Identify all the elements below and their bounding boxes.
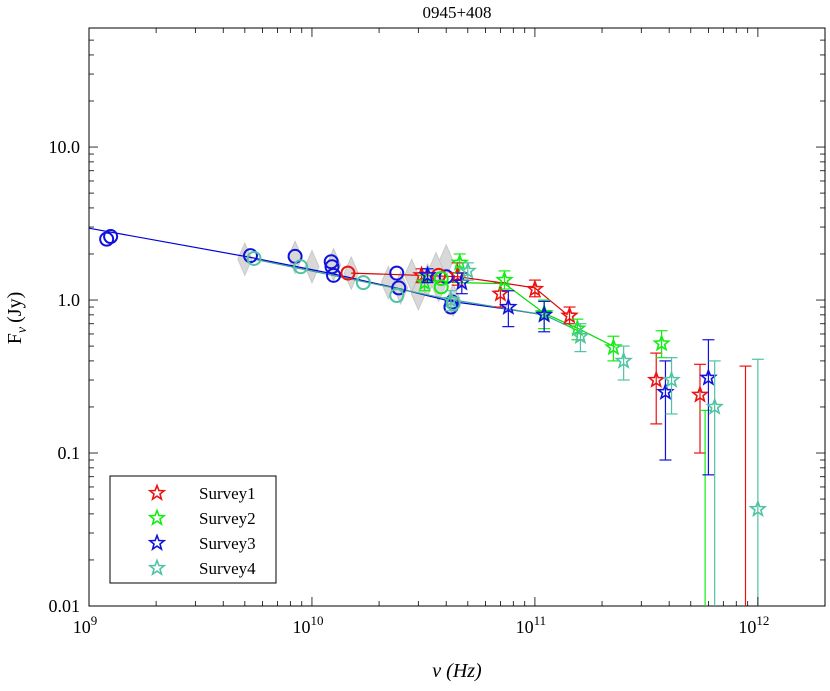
star-point-survey4: [748, 499, 768, 518]
star-point-survey4: [614, 351, 634, 369]
star-point-survey4: [705, 397, 724, 415]
circle-point-survey1: [340, 265, 356, 281]
archival-point: [304, 249, 320, 285]
archival-point: [438, 243, 454, 279]
fit-line: [424, 279, 616, 348]
x-tick-labels: 109 1010 1011 1012: [73, 613, 770, 637]
circle-point-survey4: [246, 250, 262, 266]
star-point-survey3: [699, 367, 718, 386]
legend-box: [109, 475, 277, 584]
circle-point-survey2: [433, 271, 449, 287]
y-tick-label: 1.0: [58, 290, 81, 310]
star-point-survey3: [656, 382, 675, 401]
star-point-survey1: [560, 305, 579, 324]
y-axis-label-main: F: [4, 333, 26, 344]
circle-point-survey3: [391, 280, 407, 296]
star-point-survey2: [450, 252, 470, 271]
legend-star-survey4: [147, 558, 167, 576]
x-tick-label: 1010: [292, 613, 323, 637]
star-point-survey4: [571, 326, 590, 345]
y-axis-label-unit: (Jy): [4, 292, 26, 323]
plot-frame: [88, 27, 826, 607]
legend-star-survey1: [147, 483, 167, 501]
circle-point-survey3: [323, 254, 339, 270]
fit-line: [351, 272, 568, 316]
circle-point-survey4: [355, 275, 371, 291]
circle-point-survey3: [242, 248, 258, 264]
legend-label-survey4: Survey4: [199, 559, 256, 578]
star-point-survey2: [567, 318, 587, 337]
circle-point-survey3: [389, 265, 405, 281]
chart-title: 0945+408: [422, 3, 491, 22]
plot-area: [88, 27, 826, 607]
star-point-survey2: [495, 270, 514, 289]
legend-label-survey3: Survey3: [199, 534, 256, 553]
star-point-survey4: [441, 290, 461, 308]
legend-star-survey3: [147, 533, 167, 551]
circle-point-survey4: [389, 288, 405, 304]
star-point-survey1: [646, 370, 666, 388]
x-axis-label: ν (Hz): [432, 660, 482, 682]
star-point-survey3: [418, 265, 437, 284]
svg-text:Fν(Jy): Fν (Jy): [4, 292, 30, 344]
legend-label-survey1: Survey1: [199, 484, 256, 503]
y-axis-label-sub: ν: [15, 326, 30, 333]
circle-point-survey3: [324, 259, 340, 275]
star-point-survey1: [690, 384, 710, 403]
x-tick-label: 1012: [738, 613, 769, 637]
star-point-survey2: [652, 333, 671, 352]
x-tick-label: 1011: [516, 613, 547, 637]
legend-star-survey2: [147, 508, 167, 526]
circle-point-survey3: [326, 267, 342, 283]
circle-point-survey2: [433, 279, 449, 295]
archival-point: [380, 265, 396, 300]
data-markers: [99, 229, 768, 606]
legend-label-survey2: Survey2: [199, 509, 256, 528]
star-point-survey1: [525, 279, 545, 297]
star-point-survey1: [412, 265, 431, 284]
star-point-survey4: [662, 370, 681, 388]
y-tick-labels: 0.01 0.1 1.0 10.0: [49, 137, 81, 616]
x-tick-label: 109: [73, 613, 98, 637]
star-point-survey2: [604, 337, 623, 356]
y-tick-label: 0.1: [58, 443, 81, 463]
y-tick-label: 10.0: [49, 137, 81, 157]
circle-point-survey3: [103, 229, 119, 245]
star-point-survey4: [458, 261, 478, 279]
axis-ticks: [88, 27, 826, 607]
legend: Survey1 Survey2 Survey3 Survey4: [109, 475, 277, 584]
star-point-survey3: [534, 305, 554, 323]
y-axis-label: Fν (Jy): [4, 292, 30, 344]
y-tick-label: 0.01: [49, 596, 81, 616]
circle-point-survey4: [293, 259, 309, 275]
star-point-survey3: [498, 297, 518, 315]
